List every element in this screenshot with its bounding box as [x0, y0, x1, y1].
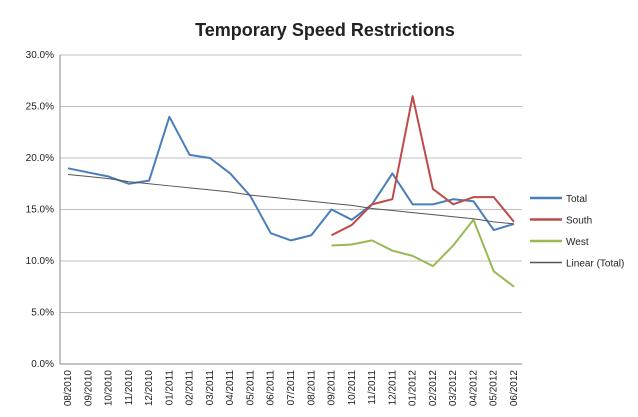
y-tick-label: 5.0%	[31, 308, 54, 319]
x-tick-label: 06/2011	[266, 370, 277, 406]
chart-title: Temporary Speed Restrictions	[195, 20, 455, 40]
x-tick-label: 01/2012	[408, 370, 419, 407]
x-tick-label: 04/2011	[225, 370, 236, 406]
x-tick-label: 02/2012	[428, 370, 439, 407]
x-tick-label: 09/2010	[83, 370, 94, 407]
x-tick-label: 08/2010	[63, 370, 74, 407]
y-tick-label: 15.0%	[26, 205, 54, 216]
x-tick-label: 10/2010	[104, 370, 115, 407]
y-tick-label: 25.0%	[26, 102, 54, 113]
series-line	[331, 95, 515, 237]
legend-label: Linear (Total)	[566, 259, 624, 270]
x-tick-label: 05/2011	[245, 370, 256, 406]
legend-label: South	[566, 216, 592, 227]
x-tick-label: 12/2011	[387, 370, 398, 406]
series-line	[67, 115, 515, 242]
series-line	[331, 218, 515, 288]
y-tick-label: 10.0%	[26, 256, 54, 267]
y-tick-label: 20.0%	[26, 153, 54, 164]
x-tick-label: 05/2012	[489, 370, 500, 407]
series-line	[67, 173, 515, 225]
x-tick-label: 03/2011	[205, 370, 216, 406]
legend-label: West	[566, 237, 589, 248]
x-tick-label: 08/2011	[306, 370, 317, 406]
y-tick-label: 0.0%	[31, 359, 54, 370]
x-tick-label: 04/2012	[468, 370, 479, 407]
x-tick-label: 11/2010	[124, 370, 135, 406]
legend-label: Total	[566, 194, 587, 205]
x-tick-label: 12/2010	[144, 370, 155, 407]
x-tick-label: 02/2011	[185, 370, 196, 406]
x-tick-label: 11/2011	[367, 370, 378, 405]
x-tick-label: 07/2011	[286, 370, 297, 406]
x-tick-label: 09/2011	[327, 370, 338, 406]
y-tick-label: 30.0%	[26, 50, 54, 61]
x-tick-label: 10/2011	[347, 370, 358, 406]
x-tick-label: 06/2012	[509, 370, 520, 407]
x-tick-label: 01/2011	[164, 370, 175, 406]
x-tick-label: 03/2012	[448, 370, 459, 407]
